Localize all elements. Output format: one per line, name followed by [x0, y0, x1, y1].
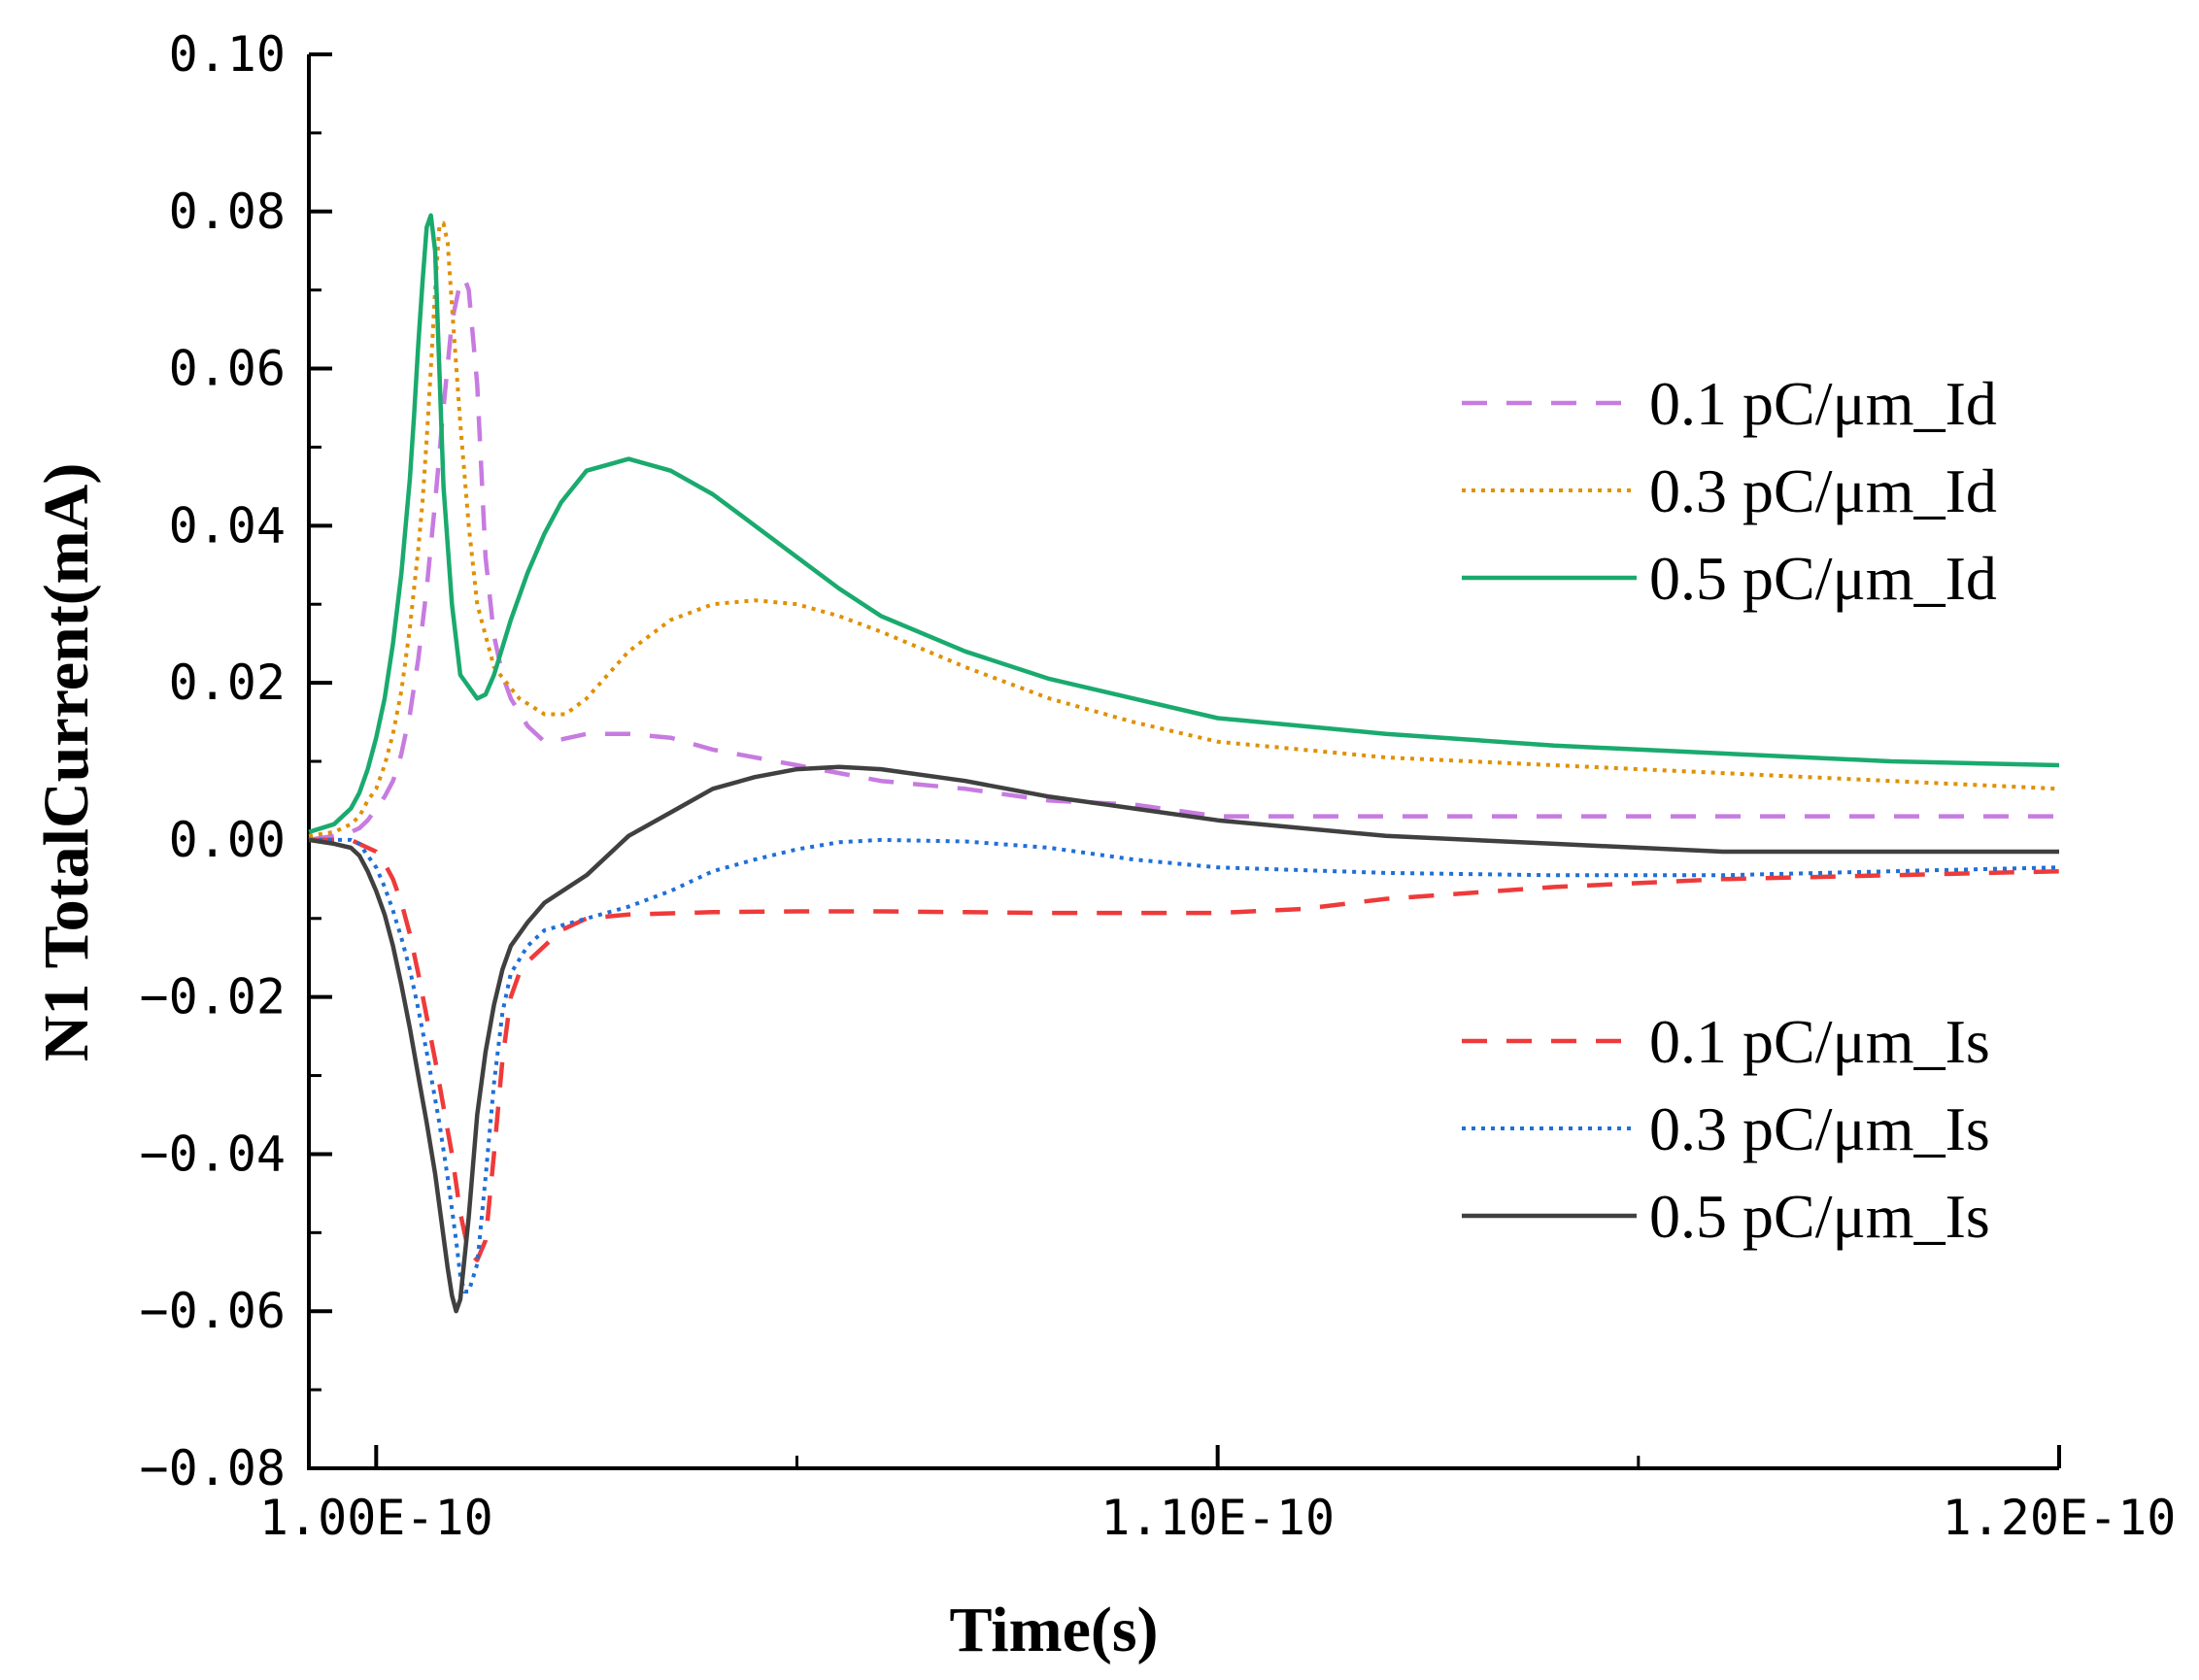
y-ticks: 0.10 0.08 0.06 0.04 0.02 0.00 −0.02 −0.04 −0.06 −…	[139, 26, 332, 1496]
y-tick-label: −0.02	[139, 969, 286, 1025]
series-lines	[308, 213, 2060, 1314]
legend-lower-right: 0.1 pC/μm_Is 0.3 pC/μm_Is 0.5 pC/μm_Is	[1462, 1007, 1990, 1251]
legend-upper-right: 0.1 pC/μm_Id 0.3 pC/μm_Id 0.5 pC/μm_Id	[1462, 369, 1997, 613]
legend-label: 0.3 pC/μm_Is	[1649, 1094, 1990, 1163]
legend-label: 0.3 pC/μm_Id	[1649, 456, 1997, 525]
series-line-2	[308, 220, 2060, 838]
plot-area: 0.10 0.08 0.06 0.04 0.02 0.00 −0.02 −0.04 −0.06 −…	[139, 26, 2177, 1546]
series-line-6	[308, 764, 2059, 1314]
y-tick-label: 0.10	[169, 26, 286, 83]
x-axis-title: Time(s)	[949, 1595, 1158, 1665]
series-line-4	[309, 837, 2060, 1262]
x-tick-label: 1.20E-10	[1943, 1490, 2177, 1546]
y-tick-label: 0.06	[169, 341, 286, 397]
legend-label: 0.5 pC/μm_Id	[1649, 544, 1997, 613]
x-tick-label: 1.10E-10	[1100, 1490, 1335, 1546]
x-tick-label: 1.00E-10	[259, 1490, 493, 1546]
y-tick-label: −0.04	[139, 1126, 286, 1182]
legend-label: 0.1 pC/μm_Id	[1649, 369, 1997, 438]
x-ticks: 1.00E-10 1.10E-10 1.20E-10	[259, 1445, 2177, 1546]
legend-label: 0.1 pC/μm_Is	[1649, 1007, 1990, 1076]
y-axis-title: N1 TotalCurrent(mA)	[31, 463, 102, 1062]
y-tick-label: 0.08	[169, 184, 286, 240]
legend-label: 0.5 pC/μm_Is	[1649, 1182, 1990, 1251]
series-line-1	[308, 276, 2059, 843]
y-tick-label: 0.04	[169, 497, 286, 554]
series-line-5	[309, 837, 2060, 1294]
y-tick-label: −0.08	[139, 1440, 286, 1496]
y-tick-label: 0.02	[169, 655, 286, 711]
y-tick-label: 0.00	[169, 812, 286, 868]
y-tick-label: −0.06	[139, 1283, 286, 1339]
series-line-3	[308, 213, 2060, 834]
